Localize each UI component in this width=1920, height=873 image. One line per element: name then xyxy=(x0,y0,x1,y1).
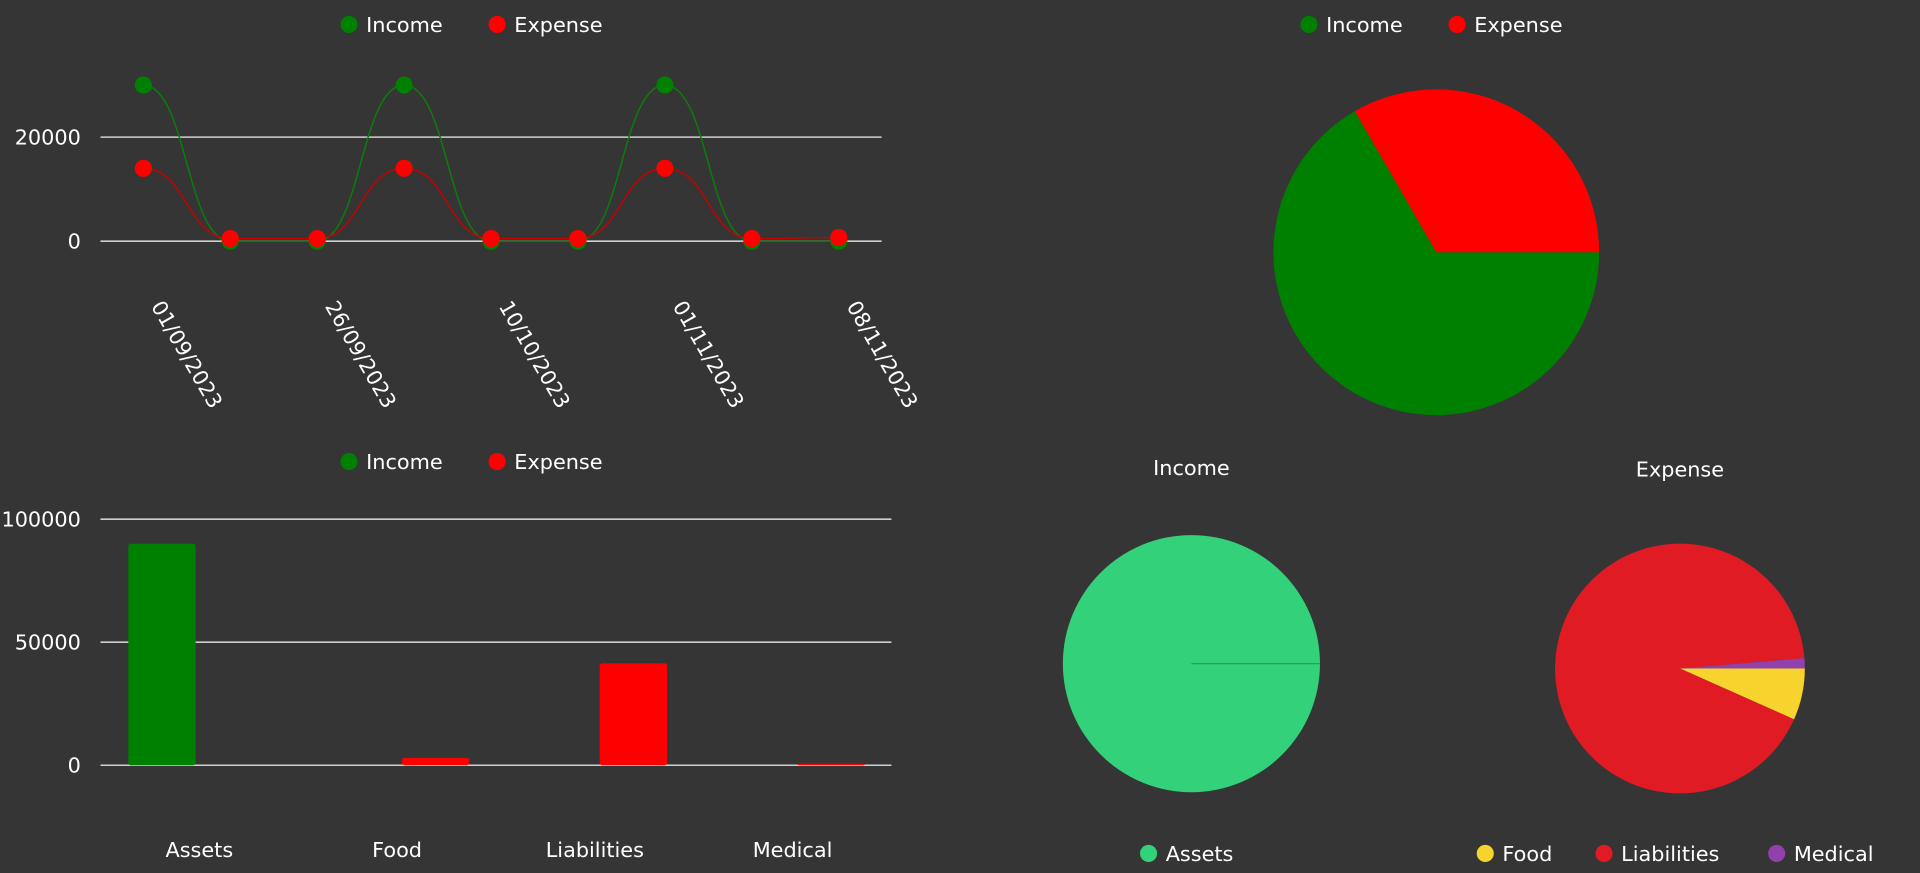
data-point-income[interactable] xyxy=(134,76,152,94)
data-point-expense[interactable] xyxy=(743,230,761,248)
legend-label-medical[interactable]: Medical xyxy=(1794,842,1874,866)
expense-category-pie-chart: Expense Food Liabilities Medical xyxy=(1476,457,1874,866)
data-point-income[interactable] xyxy=(656,76,674,94)
y-tick-label: 50000 xyxy=(15,631,81,655)
income-pie-title: Income xyxy=(1153,456,1230,480)
x-tick-label: 26/09/2023 xyxy=(320,297,401,413)
data-point-expense[interactable] xyxy=(308,230,326,248)
category-bar-chart: Income Expense 0 50000 100000 Assets Food Liabi… xyxy=(1,450,892,862)
legend-label-income[interactable]: Income xyxy=(1326,13,1403,37)
legend-label-income[interactable]: Income xyxy=(366,450,443,474)
legend-label-expense[interactable]: Expense xyxy=(514,13,602,37)
legend-marker-expense[interactable] xyxy=(488,15,506,34)
series-line-expense xyxy=(143,167,839,240)
income-expense-pie-chart: Income Expense xyxy=(1273,13,1600,416)
legend-marker-medical[interactable] xyxy=(1768,844,1786,862)
data-point-income[interactable] xyxy=(395,76,413,94)
bar-expense-medical[interactable] xyxy=(797,763,865,766)
x-tick-label: 08/11/2023 xyxy=(842,297,923,413)
legend-marker-liabilities[interactable] xyxy=(1595,844,1613,862)
legend-label-expense[interactable]: Expense xyxy=(514,450,602,474)
x-tick-label: Medical xyxy=(753,838,833,862)
income-category-pie-chart: Income Assets xyxy=(1062,456,1320,866)
data-point-expense[interactable] xyxy=(482,230,500,248)
bar-expense-liabilities[interactable] xyxy=(599,663,668,766)
legend-marker-expense[interactable] xyxy=(1448,15,1466,34)
x-tick-label: 01/11/2023 xyxy=(668,297,749,413)
legend-label-food[interactable]: Food xyxy=(1502,842,1552,866)
pie-slice-income[interactable] xyxy=(1273,111,1600,416)
bar-expense-food[interactable] xyxy=(401,757,470,766)
expense-pie-title: Expense xyxy=(1636,457,1724,481)
bar-income-assets[interactable] xyxy=(128,543,196,766)
y-tick-label: 0 xyxy=(68,230,81,254)
legend-marker-income[interactable] xyxy=(340,15,358,34)
line-chart: Income Expense 0 20000 01/09/2023 26/09/2023 1… xyxy=(15,13,923,413)
data-point-expense[interactable] xyxy=(656,159,674,177)
data-point-expense[interactable] xyxy=(395,159,413,177)
pie-slice-food[interactable] xyxy=(1679,668,1805,720)
pie-slice-liabilities[interactable] xyxy=(1555,543,1805,794)
x-tick-label: 10/10/2023 xyxy=(494,297,575,413)
data-point-expense[interactable] xyxy=(830,228,848,247)
legend-marker-income[interactable] xyxy=(1300,15,1318,34)
pie-slice-medical[interactable] xyxy=(1679,658,1805,669)
legend-marker-expense[interactable] xyxy=(488,453,506,471)
legend-label-liabilities[interactable]: Liabilities xyxy=(1621,842,1719,866)
data-point-expense[interactable] xyxy=(221,230,239,248)
x-tick-label: Food xyxy=(372,838,422,862)
legend-label-assets[interactable]: Assets xyxy=(1166,842,1234,866)
data-point-expense[interactable] xyxy=(569,230,587,248)
legend-label-expense[interactable]: Expense xyxy=(1474,13,1562,37)
legend-marker-income[interactable] xyxy=(340,453,358,471)
series-line-income xyxy=(143,84,839,242)
legend-label-income[interactable]: Income xyxy=(366,13,443,37)
y-tick-label: 100000 xyxy=(1,507,80,531)
x-tick-label: 01/09/2023 xyxy=(146,297,227,413)
data-point-expense[interactable] xyxy=(134,159,152,177)
x-tick-label: Liabilities xyxy=(546,838,644,862)
pie-slice-expense[interactable] xyxy=(1354,89,1600,253)
legend-marker-assets[interactable] xyxy=(1139,844,1158,862)
legend-marker-food[interactable] xyxy=(1476,844,1494,862)
y-tick-label: 0 xyxy=(68,754,81,778)
y-tick-label: 20000 xyxy=(15,125,81,149)
x-tick-label: Assets xyxy=(165,838,233,862)
